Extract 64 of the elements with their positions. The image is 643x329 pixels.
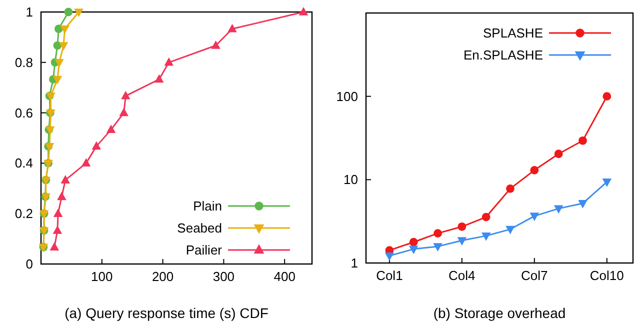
point <box>433 243 442 252</box>
point <box>409 238 418 246</box>
y-tick-label: 0 <box>26 256 33 272</box>
point <box>457 237 467 246</box>
text: (b) Storage overhead <box>433 305 566 321</box>
point <box>81 158 91 167</box>
x-tick-label: Col1 <box>376 268 403 283</box>
legend-label: Pailier <box>186 242 223 258</box>
x-tick-label: 400 <box>274 269 296 284</box>
x-tick-label: 100 <box>91 269 113 284</box>
point <box>298 6 308 16</box>
point <box>228 24 237 32</box>
point <box>164 57 174 66</box>
point <box>92 141 102 150</box>
point <box>106 124 116 134</box>
point <box>506 226 515 234</box>
legend-label: En.SPLASHE <box>464 48 544 62</box>
point <box>60 26 70 34</box>
y-tick-label: 0.2 <box>14 206 33 222</box>
point <box>602 178 612 187</box>
point <box>458 222 466 231</box>
point <box>53 208 63 217</box>
point <box>154 74 164 83</box>
point <box>506 184 514 193</box>
y-tick-label: 1 <box>350 256 358 270</box>
point <box>121 90 130 100</box>
y-tick-label: 10 <box>344 172 358 188</box>
y-tick-label: 0.6 <box>14 105 33 120</box>
legend-label: Seabed <box>177 220 222 236</box>
point <box>119 108 128 116</box>
point <box>384 252 394 261</box>
point <box>50 242 60 250</box>
point <box>578 200 588 208</box>
point <box>54 59 64 68</box>
point <box>530 166 539 174</box>
point <box>211 40 220 49</box>
point <box>74 8 84 18</box>
point <box>554 205 564 214</box>
point <box>64 8 73 16</box>
point <box>482 212 490 222</box>
point <box>52 76 62 84</box>
y-tick-label: 0.8 <box>14 54 33 70</box>
point <box>408 246 418 254</box>
point <box>578 136 587 145</box>
y-tick-label: 1 <box>26 4 33 20</box>
x-tick-label: Col7 <box>521 268 548 283</box>
x-tick-label: Col10 <box>590 268 624 283</box>
y-tick-label: 0.4 <box>14 156 33 171</box>
point <box>57 192 66 200</box>
point <box>481 232 491 241</box>
x-tick-label: Col4 <box>448 268 476 283</box>
x-tick-label: 300 <box>212 269 235 284</box>
point <box>530 212 540 222</box>
point <box>58 42 68 51</box>
point <box>52 225 62 234</box>
legend-label: Plain <box>193 198 222 214</box>
point <box>434 229 442 238</box>
y-tick-label: 100 <box>336 88 358 104</box>
text: (a) Query response time (s) CDF <box>64 305 268 321</box>
point <box>602 92 612 101</box>
x-tick-label: 200 <box>152 269 174 284</box>
point <box>554 150 563 158</box>
legend-label: SPLASHE <box>483 26 544 40</box>
point <box>60 175 70 184</box>
